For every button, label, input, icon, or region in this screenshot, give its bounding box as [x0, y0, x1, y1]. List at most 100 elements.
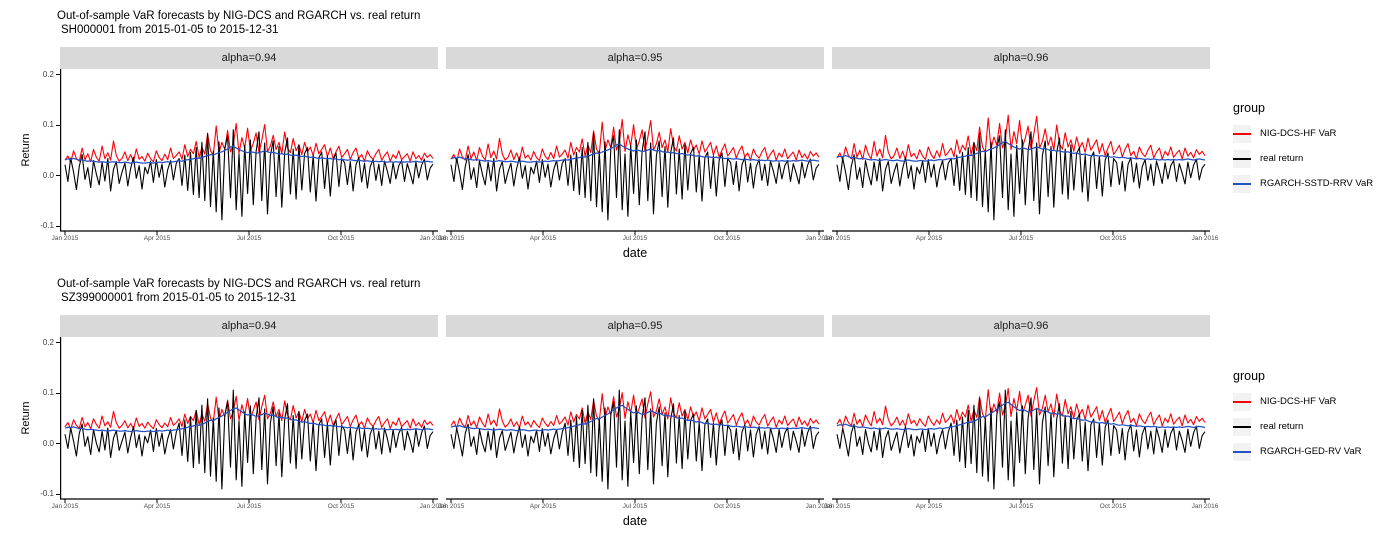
x-tick-label: Jan 2015 — [51, 503, 79, 510]
facet-strip-alpha-095: alpha=0.95 — [446, 47, 824, 69]
y-tick-mark — [56, 443, 60, 445]
legend-key-line — [1233, 182, 1251, 185]
legend-item-real: real return — [1233, 146, 1393, 171]
x-tick-label: Jan 2016 — [419, 503, 447, 510]
facet-panel-2 — [446, 119, 824, 235]
x-tick-label: Jul 2015 — [622, 503, 648, 510]
y-tick-mark — [56, 225, 60, 227]
legend-key-black-line-icon — [1233, 417, 1251, 436]
series-line-real-return — [64, 389, 434, 490]
x-tick-label: Jan 2016 — [419, 235, 447, 242]
x-tick-label: Apr 2015 — [915, 235, 943, 242]
series-line-nig-dcs-hf-var — [836, 114, 1206, 161]
x-tick-label: Apr 2015 — [529, 503, 557, 510]
facet-strip-alpha-096: alpha=0.96 — [832, 47, 1210, 69]
legend-item-nig: NIG-DCS-HF VaR — [1233, 121, 1393, 146]
y-tick-mark — [56, 175, 60, 177]
facet-strip-alpha-094: alpha=0.94 — [60, 47, 438, 69]
series-line-nig-dcs-hf-var — [64, 394, 434, 430]
facet-strip-alpha-096: alpha=0.96 — [832, 315, 1210, 337]
legend-key-line — [1233, 425, 1251, 428]
legend-label: real return — [1260, 421, 1304, 432]
x-tick-label: Jan 2016 — [1191, 503, 1219, 510]
legend-label: RGARCH-SSTD-RRV VaR — [1260, 178, 1374, 189]
x-tick-label: Jul 2015 — [236, 235, 262, 242]
chart-title-line1: Out-of-sample VaR forecasts by NIG-DCS a… — [57, 10, 421, 22]
y-tick-mark — [56, 342, 60, 344]
series-line-real-return — [64, 129, 434, 221]
x-tick-label: Jul 2015 — [1008, 503, 1034, 510]
legend: group NIG-DCS-HF VaR real return RGARCH-… — [1233, 369, 1393, 464]
x-tick-label: Jan 2015 — [51, 235, 79, 242]
x-tick-label: Oct 2015 — [1099, 503, 1127, 510]
chart-sh000001: Out-of-sample VaR forecasts by NIG-DCS a… — [0, 0, 1398, 267]
legend-item-rgarch: RGARCH-SSTD-RRV VaR — [1233, 171, 1393, 196]
y-tick-label: 0.0 — [42, 170, 54, 180]
series-line-real-return — [450, 129, 820, 221]
legend-title: group — [1233, 369, 1265, 383]
legend-key-red-line-icon — [1233, 392, 1251, 411]
x-tick-label: Apr 2015 — [143, 503, 171, 510]
legend-label: RGARCH-GED-RV VaR — [1260, 446, 1362, 457]
y-tick-label: 0.1 — [42, 120, 54, 130]
legend-key-line — [1233, 132, 1251, 135]
y-tick-label: 0.0 — [42, 438, 54, 448]
x-tick-label: Oct 2015 — [713, 503, 741, 510]
series-line-real-return — [450, 389, 820, 490]
series-line-real-return — [836, 389, 1206, 490]
series-line-rgarch-ged-rv-var — [64, 407, 434, 433]
series-line-real-return — [836, 129, 1206, 221]
series-line-rgarch-sstd-rrv-var — [64, 145, 434, 164]
facet-panel-1 — [60, 69, 438, 235]
facet-panel-3 — [832, 114, 1210, 235]
legend-key-line — [1233, 400, 1251, 403]
x-tick-label: Jul 2015 — [622, 235, 648, 242]
legend-key-blue-line-icon — [1233, 442, 1251, 461]
x-tick-label: Apr 2015 — [915, 503, 943, 510]
chart-title: Out-of-sample VaR forecasts by NIG-DCS a… — [57, 9, 420, 37]
x-tick-label: Oct 2015 — [327, 503, 355, 510]
series-line-nig-dcs-hf-var — [450, 391, 820, 429]
legend-title: group — [1233, 101, 1265, 115]
x-tick-label: Jul 2015 — [236, 503, 262, 510]
chart-title-line1: Out-of-sample VaR forecasts by NIG-DCS a… — [57, 278, 421, 290]
y-tick-mark — [56, 493, 60, 495]
chart-title-line2: SH000001 from 2015-01-05 to 2015-12-31 — [61, 24, 279, 36]
x-tick-label: Jan 2015 — [823, 503, 851, 510]
facet-strip-alpha-095: alpha=0.95 — [446, 315, 824, 337]
legend: group NIG-DCS-HF VaR real return RGARCH-… — [1233, 101, 1393, 196]
legend-label: NIG-DCS-HF VaR — [1260, 128, 1337, 139]
x-tick-label: Oct 2015 — [713, 235, 741, 242]
x-tick-label: Jul 2015 — [1008, 235, 1034, 242]
x-axis-title: date — [622, 246, 648, 260]
legend-key-black-line-icon — [1233, 149, 1251, 168]
y-tick-label: -0.1 — [40, 221, 54, 231]
series-line-nig-dcs-hf-var — [836, 386, 1206, 428]
legend-item-real: real return — [1233, 414, 1393, 439]
legend-label: real return — [1260, 153, 1304, 164]
legend-key-blue-line-icon — [1233, 174, 1251, 193]
x-tick-label: Oct 2015 — [1099, 235, 1127, 242]
chart-sz399000001: Out-of-sample VaR forecasts by NIG-DCS a… — [0, 268, 1398, 535]
x-axis-title: date — [622, 514, 648, 528]
series-line-rgarch-ged-rv-var — [836, 401, 1206, 431]
y-tick-mark — [56, 124, 60, 126]
series-line-nig-dcs-hf-var — [450, 119, 820, 162]
legend-key-red-line-icon — [1233, 124, 1251, 143]
series-line-rgarch-sstd-rrv-var — [836, 140, 1206, 162]
x-tick-label: Jan 2015 — [437, 235, 465, 242]
y-tick-label: 0.1 — [42, 388, 54, 398]
chart-title-line2: SZ399000001 from 2015-01-05 to 2015-12-3… — [61, 292, 297, 304]
y-tick-label: 0.2 — [42, 337, 54, 347]
legend-item-rgarch: RGARCH-GED-RV VaR — [1233, 439, 1393, 464]
facet-strip-alpha-094: alpha=0.94 — [60, 315, 438, 337]
x-tick-label: Jan 2016 — [1191, 235, 1219, 242]
x-tick-label: Oct 2015 — [327, 235, 355, 242]
series-line-nig-dcs-hf-var — [64, 122, 434, 163]
legend-label: NIG-DCS-HF VaR — [1260, 396, 1337, 407]
x-tick-label: Jan 2015 — [823, 235, 851, 242]
y-tick-label: -0.1 — [40, 489, 54, 499]
facet-panel-1 — [60, 337, 438, 503]
legend-item-nig: NIG-DCS-HF VaR — [1233, 389, 1393, 414]
